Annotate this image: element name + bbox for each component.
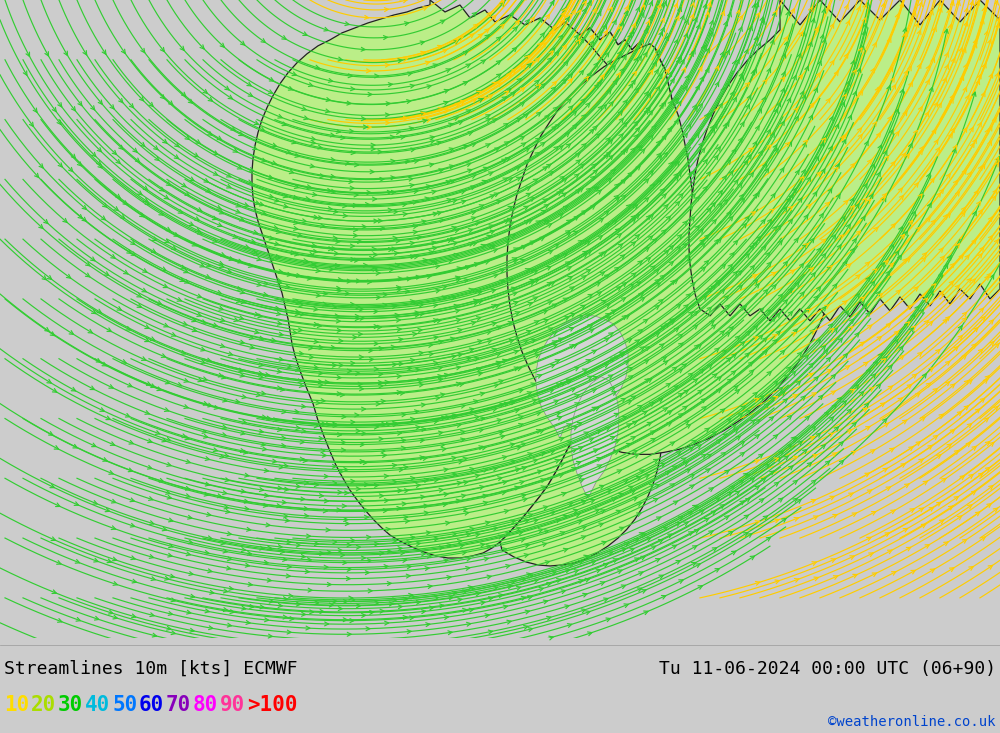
Text: 10: 10: [4, 695, 29, 715]
Text: 80: 80: [193, 695, 218, 715]
Polygon shape: [689, 0, 1000, 321]
Text: 60: 60: [139, 695, 164, 715]
Text: 20: 20: [31, 695, 56, 715]
Polygon shape: [252, 0, 672, 558]
Text: >100: >100: [247, 695, 298, 715]
Text: 40: 40: [85, 695, 110, 715]
Text: 70: 70: [166, 695, 191, 715]
Text: 30: 30: [58, 695, 83, 715]
Text: Streamlines 10m [kts] ECMWF: Streamlines 10m [kts] ECMWF: [4, 660, 298, 678]
Text: Tu 11-06-2024 00:00 UTC (06+90): Tu 11-06-2024 00:00 UTC (06+90): [659, 660, 996, 678]
Text: 90: 90: [220, 695, 245, 715]
Polygon shape: [507, 44, 843, 454]
Polygon shape: [536, 316, 628, 438]
Text: ©weatheronline.co.uk: ©weatheronline.co.uk: [828, 715, 996, 729]
Polygon shape: [500, 28, 672, 566]
Polygon shape: [571, 377, 619, 498]
Text: 50: 50: [112, 695, 137, 715]
